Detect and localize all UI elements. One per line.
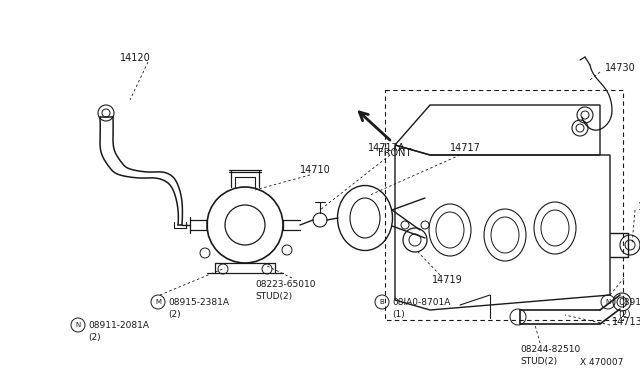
Text: M: M [155,299,161,305]
Text: B: B [380,299,385,305]
Text: 14717A: 14717A [368,143,406,153]
Text: 14719: 14719 [432,275,463,285]
Text: 08244-82510: 08244-82510 [520,345,580,354]
Text: 14719: 14719 [638,202,640,212]
Text: (2): (2) [618,310,630,319]
Text: STUD(2): STUD(2) [520,357,557,366]
Text: 08915-2381A: 08915-2381A [168,298,229,307]
Text: 08223-65010: 08223-65010 [255,280,316,289]
Text: 08918-3081A: 08918-3081A [618,298,640,307]
Text: X 470007: X 470007 [580,358,623,367]
Text: 08IA0-8701A: 08IA0-8701A [392,298,451,307]
Text: (1): (1) [392,310,404,319]
Text: 14717: 14717 [450,143,481,153]
Text: (2): (2) [168,310,180,319]
Text: 08911-2081A: 08911-2081A [88,321,149,330]
Text: N: N [76,322,81,328]
Text: (2): (2) [88,333,100,342]
Text: N: N [605,299,611,305]
Text: STUD(2): STUD(2) [255,292,292,301]
Text: 14730: 14730 [605,63,636,73]
Text: 14713: 14713 [612,317,640,327]
Text: 14120: 14120 [120,53,151,63]
Text: FRONT: FRONT [378,148,412,158]
Text: 14710: 14710 [300,165,331,175]
